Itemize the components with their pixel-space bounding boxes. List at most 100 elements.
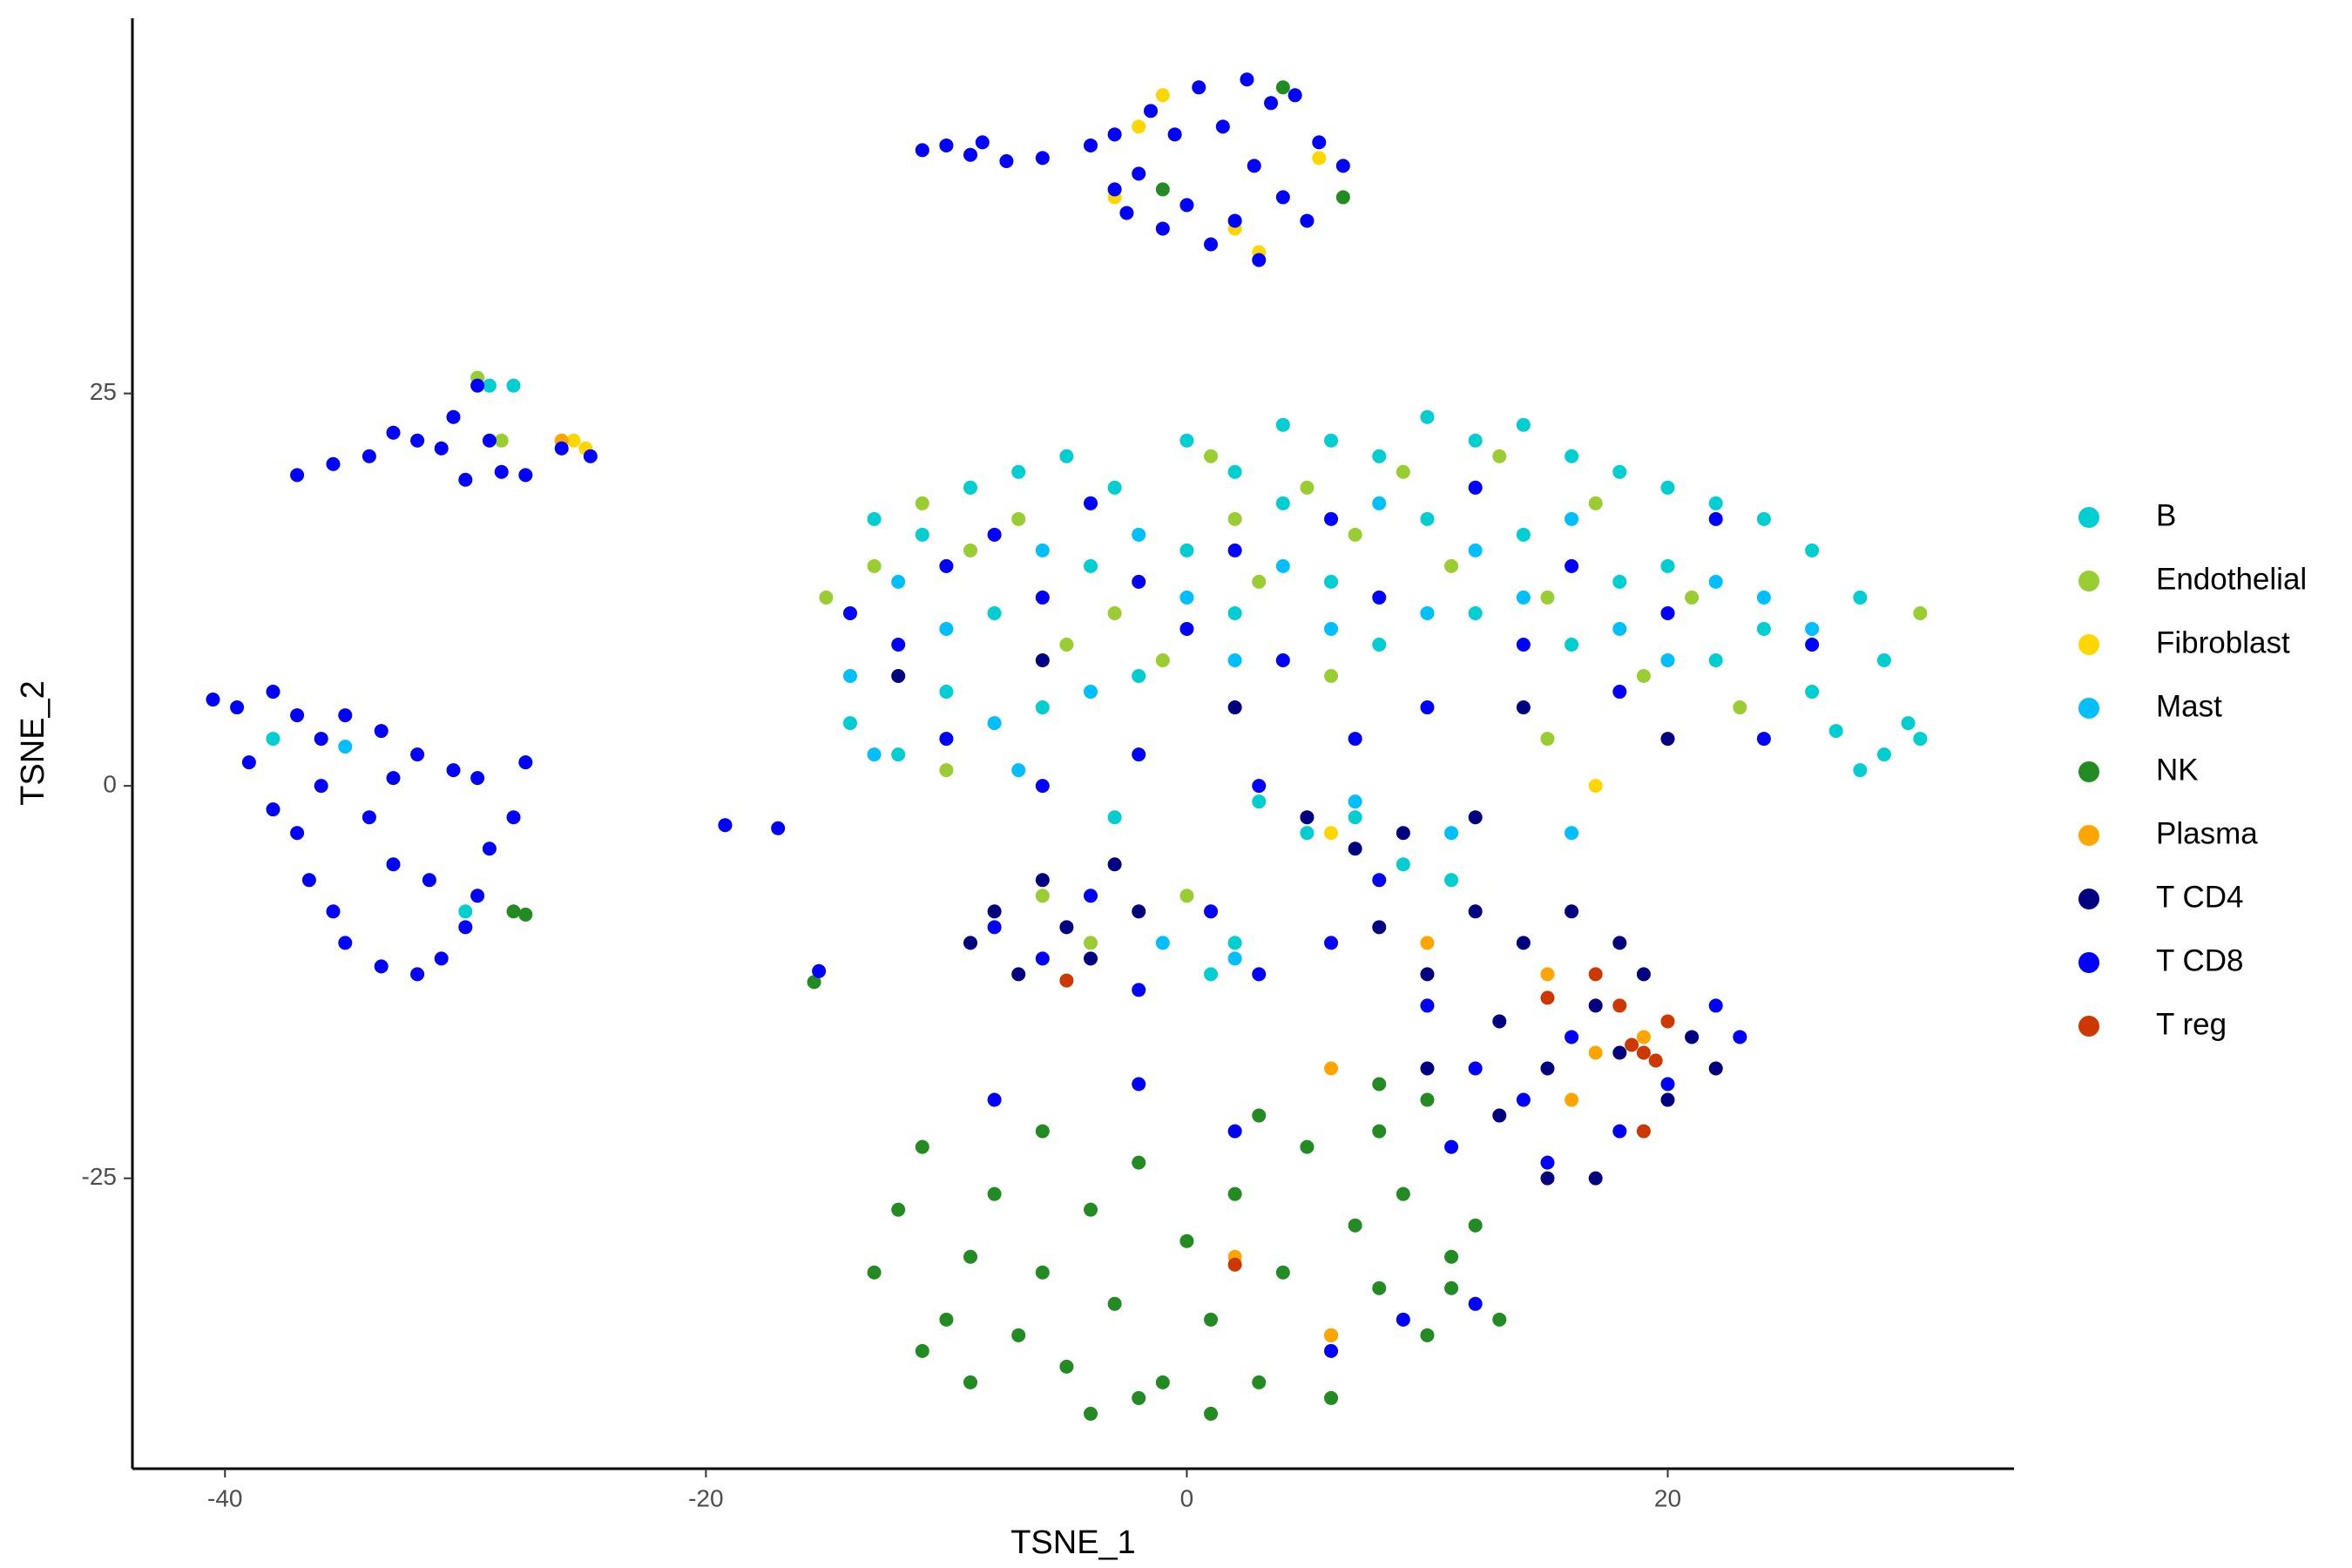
point [1084, 951, 1098, 966]
point [1035, 1124, 1050, 1139]
point [1612, 464, 1627, 479]
point [1275, 652, 1290, 667]
point [1420, 409, 1435, 424]
point [1444, 1281, 1459, 1295]
legend-marker [2078, 507, 2099, 528]
point [1805, 685, 1820, 700]
point [963, 1375, 977, 1389]
point [1011, 464, 1026, 479]
point [482, 433, 497, 448]
point [1132, 747, 1146, 762]
point [1252, 253, 1267, 267]
point [1132, 119, 1146, 134]
point [1275, 417, 1290, 432]
point [1155, 936, 1170, 950]
point [1468, 433, 1483, 448]
point [1035, 873, 1050, 888]
point [1540, 590, 1555, 605]
point [1275, 1265, 1290, 1280]
point [1252, 779, 1267, 794]
x-tick-label: 0 [1180, 1484, 1194, 1511]
point [1708, 998, 1723, 1013]
point [1468, 605, 1483, 620]
point [1324, 1343, 1339, 1358]
point [1059, 449, 1074, 463]
point [1492, 1312, 1507, 1327]
point [362, 449, 376, 463]
point [1565, 1092, 1579, 1107]
point [1648, 1053, 1663, 1068]
point [410, 433, 425, 448]
legend-label: NK [2156, 753, 2199, 787]
point [1805, 543, 1820, 558]
point [1492, 1014, 1507, 1029]
point [1756, 732, 1771, 747]
point [1540, 990, 1555, 1005]
point [1565, 904, 1579, 919]
point [314, 732, 328, 747]
point [1035, 889, 1050, 903]
point [1660, 1077, 1675, 1092]
point [1107, 605, 1122, 620]
point [1468, 1296, 1483, 1311]
point [1179, 198, 1194, 213]
point [939, 763, 954, 778]
point [1708, 511, 1723, 526]
point [915, 527, 929, 542]
point [1516, 936, 1531, 950]
legend-label: T reg [2156, 1007, 2227, 1041]
point [1540, 732, 1555, 747]
point [1227, 511, 1242, 526]
point [999, 153, 1014, 168]
point [1179, 543, 1194, 558]
point [987, 605, 1002, 620]
point [1372, 449, 1387, 463]
point [266, 685, 280, 700]
point [1540, 1061, 1555, 1076]
point [963, 543, 977, 558]
point [1300, 826, 1315, 841]
point [1636, 967, 1651, 982]
point [1324, 1390, 1339, 1405]
point [1708, 574, 1723, 589]
point [987, 1186, 1002, 1201]
point [1396, 857, 1410, 872]
point [1204, 237, 1219, 252]
point [1035, 151, 1050, 166]
point [1324, 826, 1339, 841]
point [1252, 574, 1267, 589]
point [1252, 1108, 1267, 1123]
point [518, 468, 533, 483]
point [1540, 967, 1555, 982]
point [1372, 1124, 1387, 1139]
point [1913, 605, 1928, 620]
point [434, 441, 449, 456]
point [1264, 96, 1279, 111]
point [1059, 1359, 1074, 1374]
point [1300, 480, 1315, 495]
point [1059, 637, 1074, 652]
point [506, 810, 521, 825]
point [1035, 652, 1050, 667]
point [1324, 669, 1339, 684]
point [301, 873, 316, 888]
legend-label: Fibroblast [2156, 625, 2290, 659]
point [1492, 449, 1507, 463]
y-tick-label: 0 [103, 771, 117, 798]
point [1612, 574, 1627, 589]
point [1588, 496, 1603, 510]
point [1275, 558, 1290, 573]
point [1144, 104, 1159, 118]
point [1565, 511, 1579, 526]
point [1636, 669, 1651, 684]
point [1733, 700, 1747, 715]
point [1516, 700, 1531, 715]
x-tick-label: -40 [207, 1484, 242, 1511]
point [842, 605, 857, 620]
point [1227, 652, 1242, 667]
point [1420, 1092, 1435, 1107]
point [1853, 763, 1868, 778]
legend-marker [2078, 634, 2099, 655]
point [891, 574, 906, 589]
point [891, 1202, 906, 1217]
